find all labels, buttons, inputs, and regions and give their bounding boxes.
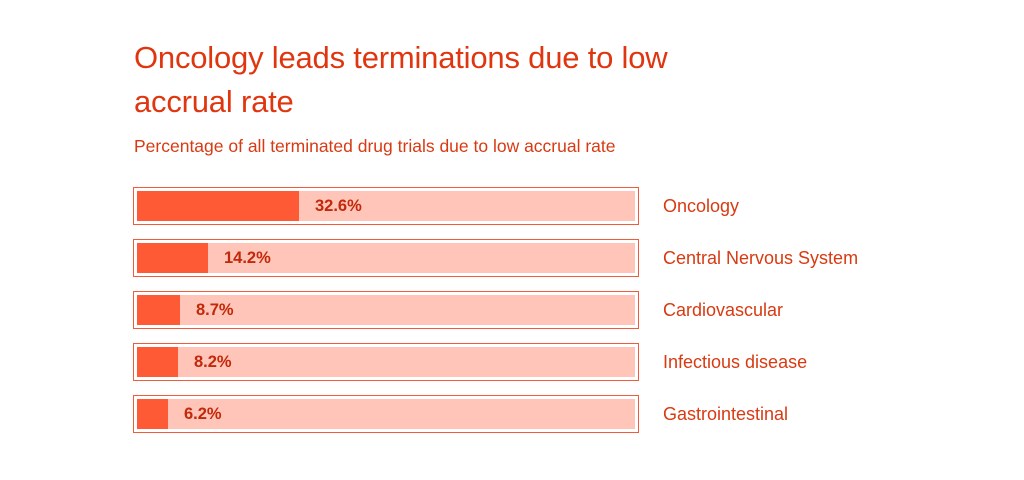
category-label: Infectious disease [663, 352, 808, 372]
bar-value-label: 8.2% [194, 353, 232, 371]
bar-row-central-nervous-system: 14.2% Central Nervous System [133, 239, 1024, 277]
bar-value-label: 6.2% [184, 405, 222, 423]
bar-row-oncology: 32.6% Oncology [133, 187, 1024, 225]
chart-title: Oncology leads terminations due to low a… [134, 40, 668, 119]
category-label: Oncology [663, 196, 740, 216]
bar-value-label: 8.7% [196, 301, 234, 319]
bar-cardiovascular [137, 295, 180, 325]
bar-infectious-disease [137, 347, 178, 377]
bar-track [137, 347, 635, 377]
chart-subtitle: Percentage of all terminated drug trials… [134, 136, 616, 156]
bar-row-infectious-disease: 8.2% Infectious disease [133, 343, 1024, 381]
bar-gastrointestinal [137, 399, 168, 429]
bar-track [137, 243, 635, 273]
bar-oncology [137, 191, 299, 221]
category-label: Cardiovascular [663, 300, 784, 320]
bar-row-cardiovascular: 8.7% Cardiovascular [133, 291, 1024, 329]
bar-value-label: 32.6% [315, 197, 362, 215]
bar-track [137, 399, 635, 429]
category-label: Central Nervous System [663, 248, 859, 268]
category-label: Gastrointestinal [663, 404, 789, 424]
bar-central-nervous-system [137, 243, 208, 273]
bar-row-gastrointestinal: 6.2% Gastrointestinal [133, 395, 1024, 433]
bar-value-label: 14.2% [224, 249, 271, 267]
bar-track [137, 295, 635, 325]
